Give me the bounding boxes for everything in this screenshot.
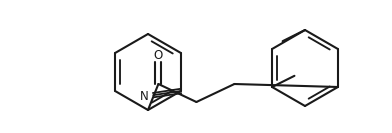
Text: O: O — [154, 49, 163, 61]
Text: N: N — [140, 90, 149, 103]
